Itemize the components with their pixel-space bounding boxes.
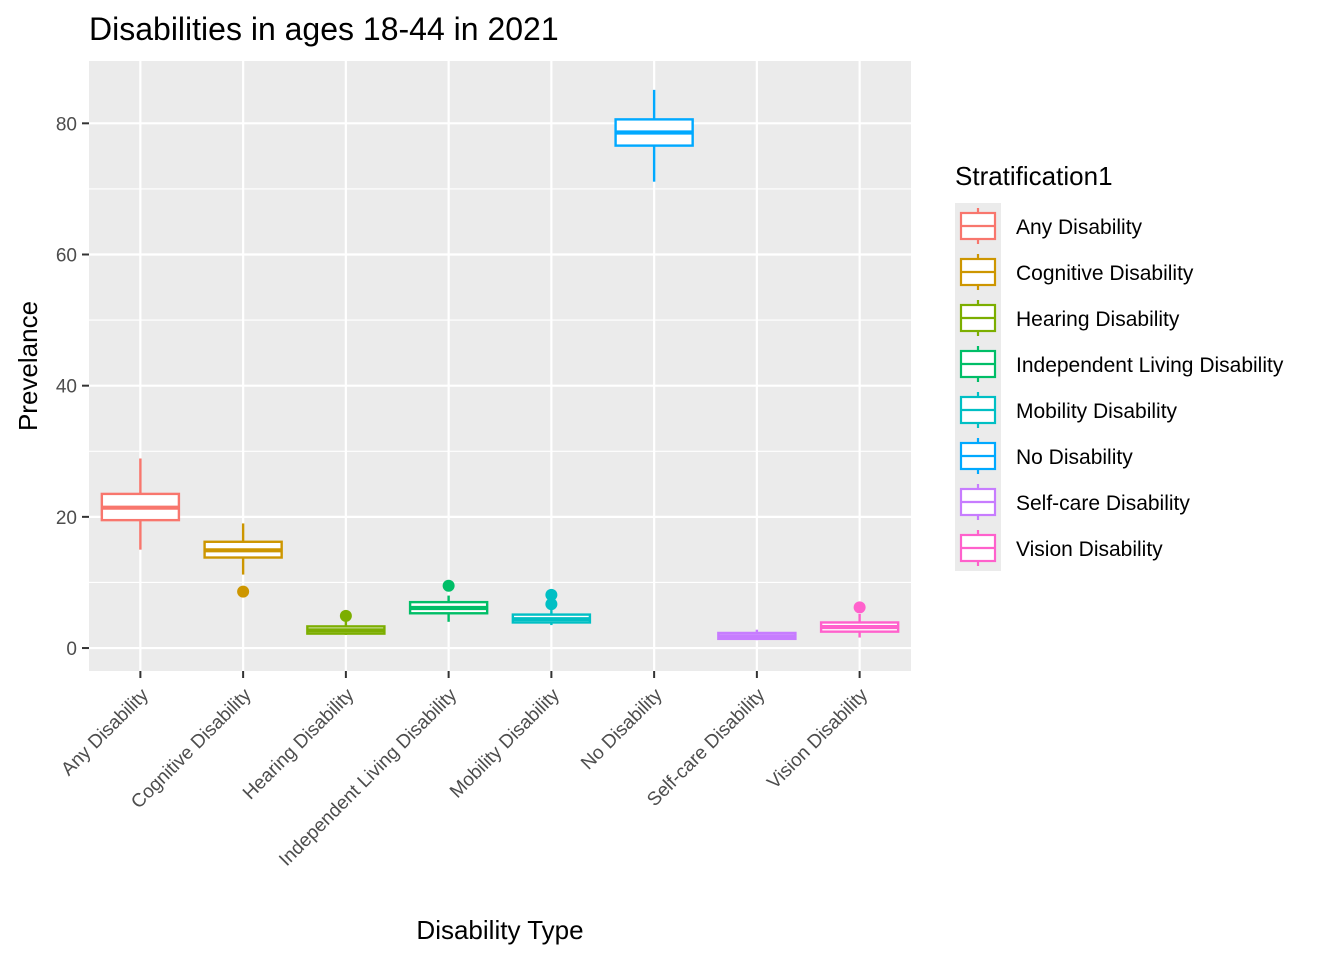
legend-label: Cognitive Disability: [1016, 262, 1194, 285]
legend-title: Stratification1: [955, 161, 1113, 191]
legend-item: Any Disability: [959, 208, 1143, 244]
x-tick-label: Hearing Disability: [239, 684, 359, 804]
box-no-disability: [614, 89, 694, 182]
legend-item: No Disability: [959, 438, 1133, 474]
box-any-disability: [100, 458, 181, 550]
outlier-point: [339, 609, 352, 622]
legend-label: Independent Living Disability: [1016, 354, 1284, 377]
legend: Any Disability Cognitive Disability Hearin…: [955, 203, 1284, 571]
legend-item: Self-care Disability: [959, 484, 1190, 520]
legend-item: Hearing Disability: [959, 300, 1180, 336]
y-axis-title: Prevelance: [13, 301, 43, 431]
outlier-point: [853, 601, 866, 614]
outlier-point: [442, 579, 455, 592]
box-cognitive-disability: [203, 523, 283, 598]
box-hearing-disability: [306, 609, 386, 635]
y-tick-label: 60: [56, 245, 77, 266]
outlier-point: [237, 585, 250, 598]
legend-item: Vision Disability: [959, 530, 1163, 566]
chart-title: Disabilities in ages 18-44 in 2021: [89, 11, 559, 47]
y-axis: 0 20 40 60 80: [56, 114, 89, 660]
x-tick-label: Vision Disability: [763, 684, 872, 793]
legend-label: Self-care Disability: [1016, 492, 1190, 515]
legend-item: Cognitive Disability: [959, 254, 1194, 290]
box-series: [100, 89, 900, 641]
y-tick-label: 20: [56, 508, 77, 529]
x-tick-label: No Disability: [577, 684, 667, 774]
box-self-care-disability: [717, 629, 797, 641]
box-vision-disability: [819, 601, 900, 638]
legend-item: Mobility Disability: [959, 392, 1178, 428]
legend-label: Mobility Disability: [1016, 400, 1178, 423]
legend-label: Hearing Disability: [1016, 308, 1180, 331]
x-tick-label: Independent Living Disability: [275, 684, 461, 870]
outlier-point: [545, 588, 558, 601]
y-tick-label: 80: [56, 114, 77, 135]
grid-minor: [89, 188, 911, 584]
legend-label: Vision Disability: [1016, 538, 1163, 561]
y-tick-label: 0: [66, 639, 77, 660]
plot-panel: [89, 61, 911, 671]
box-mobility-disability: [511, 588, 592, 626]
legend-label: No Disability: [1016, 446, 1133, 469]
x-tick-label: Mobility Disability: [446, 684, 564, 802]
y-tick-label: 40: [56, 377, 77, 398]
x-tick-label: Any Disability: [57, 684, 153, 780]
legend-item: Independent Living Disability: [959, 346, 1284, 382]
legend-label: Any Disability: [1016, 216, 1143, 239]
box-independent-living-disability: [408, 579, 489, 622]
outlier-point: [545, 598, 558, 611]
grid-major: [89, 61, 911, 671]
x-axis-title: Disability Type: [416, 915, 583, 945]
